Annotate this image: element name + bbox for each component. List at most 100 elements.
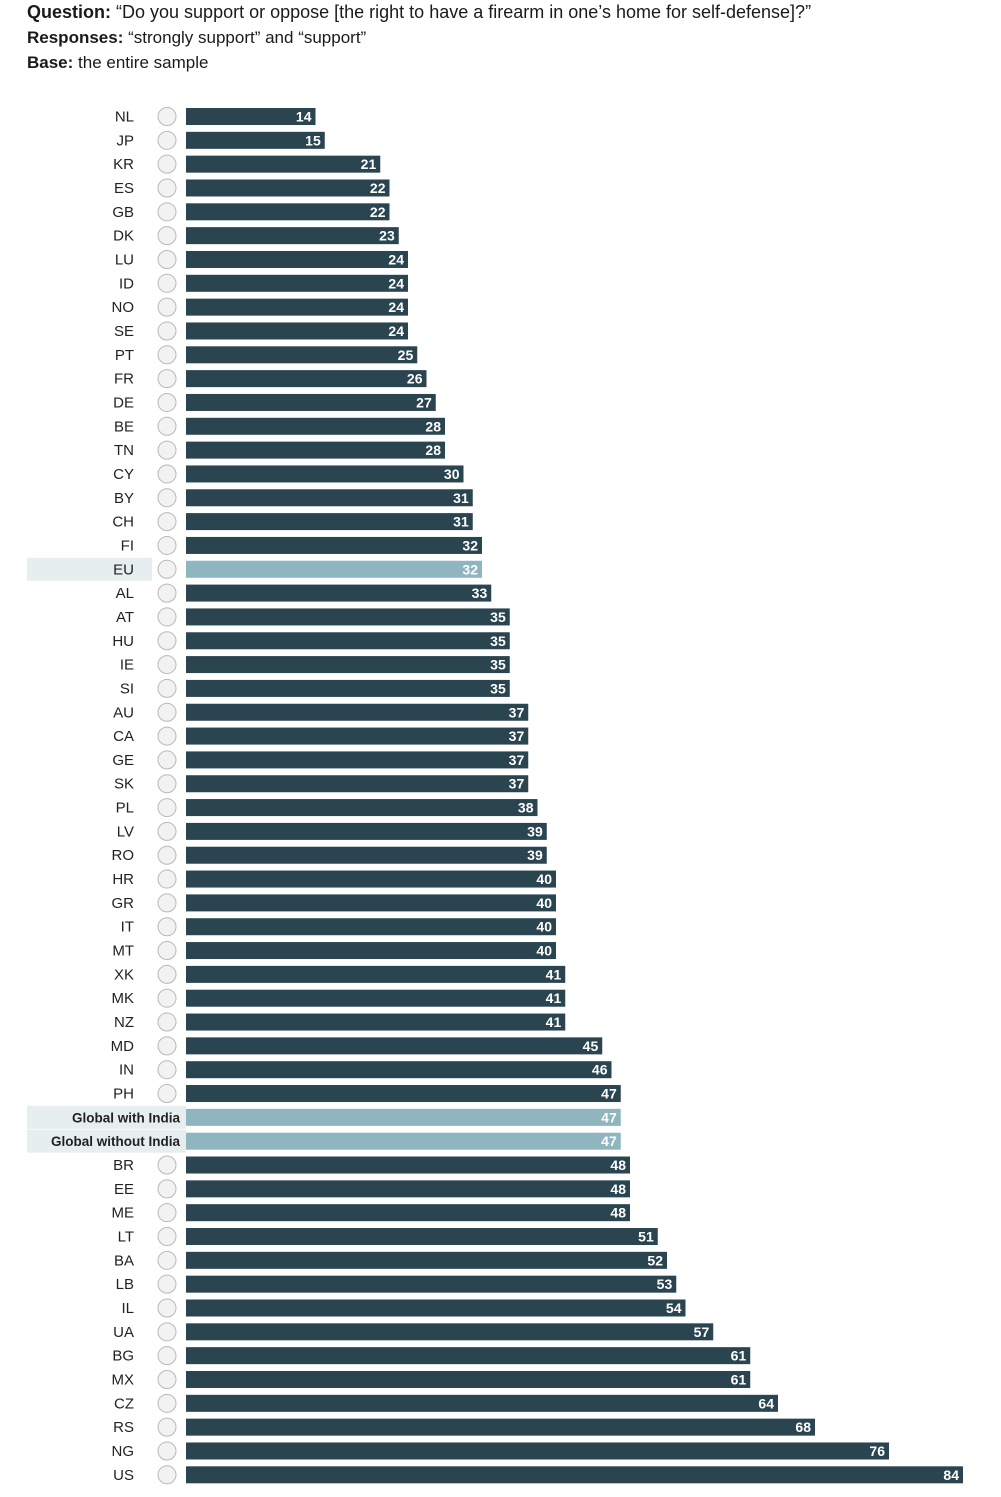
- value-label-at: 35: [490, 609, 506, 625]
- flag-icon-no: [157, 297, 177, 317]
- flag-icon-il: [157, 1298, 177, 1318]
- bar-ro: [186, 846, 547, 864]
- bar-mt: [186, 942, 556, 960]
- value-label-pt: 25: [398, 347, 414, 363]
- flag-icon-fi: [157, 535, 177, 555]
- category-label-ca: CA: [113, 728, 134, 745]
- bar-fi: [186, 536, 482, 554]
- flag-icon-mt: [157, 941, 177, 961]
- flag-icon-ng: [157, 1441, 177, 1461]
- flag-icon-me: [157, 1203, 177, 1223]
- category-label-br: BR: [113, 1157, 134, 1174]
- row-highlight-global-without-india: [27, 1129, 186, 1153]
- value-label-ch: 31: [453, 514, 469, 530]
- bar-kr: [186, 155, 381, 173]
- value-label-si: 35: [490, 680, 506, 696]
- bar-si: [186, 679, 510, 697]
- bar-au: [186, 703, 529, 721]
- value-label-rs: 68: [795, 1419, 811, 1435]
- chart-header: Question: “Do you support or oppose [the…: [27, 0, 987, 75]
- value-label-no: 24: [388, 299, 404, 315]
- bar-ng: [186, 1442, 889, 1460]
- category-label-in: IN: [119, 1062, 134, 1079]
- flag-icon-bg: [157, 1346, 177, 1366]
- category-label-ph: PH: [113, 1086, 134, 1103]
- bar-ge: [186, 751, 529, 769]
- category-label-ie: IE: [120, 657, 134, 674]
- value-label-nz: 41: [546, 1014, 562, 1030]
- bar-be: [186, 417, 445, 435]
- value-label-ng: 76: [869, 1443, 885, 1459]
- category-label-global-without-india: Global without India: [51, 1134, 180, 1149]
- bar-lb: [186, 1275, 677, 1293]
- flag-icon-sk: [157, 774, 177, 794]
- bar-me: [186, 1204, 630, 1222]
- flag-icon-mx: [157, 1369, 177, 1389]
- category-label-jp: JP: [116, 132, 134, 149]
- flag-icon-pt: [157, 345, 177, 365]
- category-label-eu: EU: [113, 561, 134, 578]
- category-label-ge: GE: [112, 752, 134, 769]
- value-label-sk: 37: [509, 776, 525, 792]
- category-label-nz: NZ: [114, 1014, 134, 1031]
- category-label-id: ID: [119, 275, 134, 292]
- flag-icon-at: [157, 607, 177, 627]
- responses-label: Responses:: [27, 28, 124, 47]
- value-label-hu: 35: [490, 633, 506, 649]
- bar-tn: [186, 441, 445, 459]
- category-label-ro: RO: [112, 847, 135, 864]
- flag-icon-br: [157, 1155, 177, 1175]
- bar-ph: [186, 1085, 621, 1103]
- value-label-us: 84: [943, 1467, 959, 1483]
- value-label-eu: 32: [462, 561, 478, 577]
- flag-icon-lu: [157, 249, 177, 269]
- value-label-global-without-india: 47: [601, 1133, 617, 1149]
- bar-de: [186, 393, 436, 411]
- value-label-se: 24: [388, 323, 404, 339]
- flag-icon-ch: [157, 512, 177, 532]
- flag-icon-in: [157, 1060, 177, 1080]
- bar-eu: [186, 560, 482, 578]
- bar-ee: [186, 1180, 630, 1198]
- category-label-es: ES: [114, 180, 134, 197]
- value-label-lt: 51: [638, 1229, 654, 1245]
- category-label-hr: HR: [112, 871, 134, 888]
- bar-lu: [186, 250, 408, 268]
- category-label-cy: CY: [113, 466, 134, 483]
- category-label-ee: EE: [114, 1181, 134, 1198]
- value-label-ua: 57: [694, 1324, 710, 1340]
- bar-in: [186, 1061, 612, 1079]
- flag-icon-md: [157, 1036, 177, 1056]
- category-label-lv: LV: [117, 823, 134, 840]
- category-label-ba: BA: [114, 1252, 134, 1269]
- bar-se: [186, 322, 408, 340]
- category-label-al: AL: [116, 585, 134, 602]
- value-label-it: 40: [536, 919, 552, 935]
- bar-pt: [186, 346, 418, 364]
- value-label-lv: 39: [527, 823, 543, 839]
- flag-icon-gr: [157, 893, 177, 913]
- bar-rs: [186, 1418, 815, 1436]
- value-label-ca: 37: [509, 728, 525, 744]
- flag-icon-gb: [157, 202, 177, 222]
- bar-lt: [186, 1228, 658, 1246]
- category-label-lu: LU: [115, 251, 134, 268]
- category-label-si: SI: [120, 680, 134, 697]
- value-label-il: 54: [666, 1300, 682, 1316]
- category-label-fi: FI: [121, 537, 134, 554]
- category-label-sk: SK: [114, 776, 134, 793]
- value-label-cz: 64: [758, 1395, 774, 1411]
- flag-icon-es: [157, 178, 177, 198]
- value-label-md: 45: [583, 1038, 599, 1054]
- category-label-xk: XK: [114, 966, 134, 983]
- question-label: Question:: [27, 2, 111, 22]
- value-label-au: 37: [509, 704, 525, 720]
- bar-bg: [186, 1347, 751, 1365]
- value-label-bg: 61: [731, 1348, 747, 1364]
- flag-icon-al: [157, 583, 177, 603]
- category-label-bg: BG: [112, 1348, 134, 1365]
- value-label-mt: 40: [536, 943, 552, 959]
- value-label-by: 31: [453, 490, 469, 506]
- responses-line: Responses: “strongly support” and “suppo…: [27, 25, 987, 50]
